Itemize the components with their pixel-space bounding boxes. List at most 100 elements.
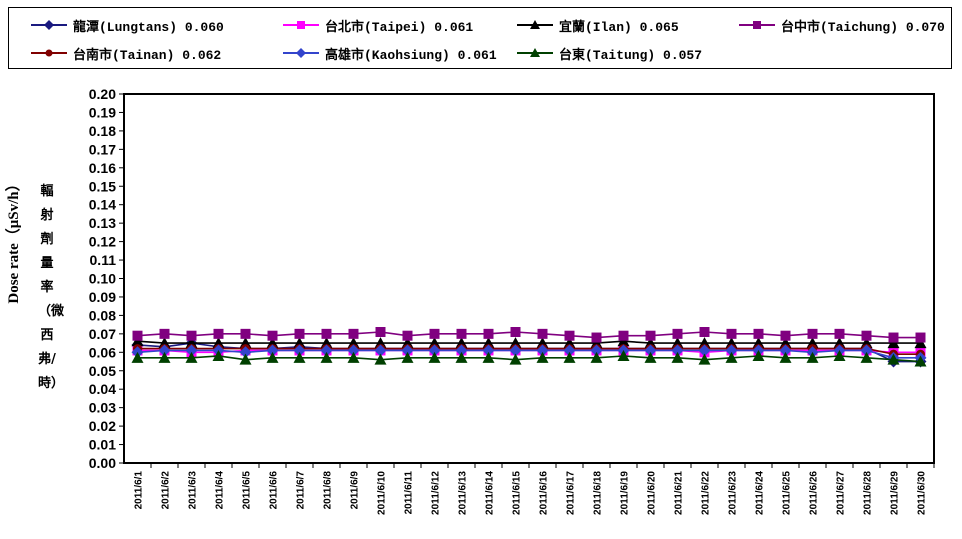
y-tick-label: 0.08 bbox=[89, 307, 116, 323]
legend-marker-kaohsiung bbox=[283, 48, 319, 58]
data-point bbox=[347, 351, 360, 363]
data-point bbox=[725, 351, 738, 363]
y-tick-label: 0.09 bbox=[89, 289, 116, 305]
legend-item-taipei: 台北市(Taipei) 0.061 bbox=[281, 15, 473, 35]
data-point bbox=[482, 344, 495, 357]
data-point bbox=[158, 351, 171, 363]
legend-label-taitung: 台東(Taitung) 0.057 bbox=[559, 47, 703, 63]
x-tick-label: 2011/6/19 bbox=[620, 471, 631, 515]
data-point bbox=[132, 330, 143, 341]
data-point bbox=[563, 344, 576, 357]
data-point bbox=[644, 351, 657, 363]
x-tick-label: 2011/6/23 bbox=[728, 471, 739, 515]
data-point bbox=[914, 355, 927, 367]
data-point bbox=[887, 353, 900, 365]
data-point bbox=[186, 330, 197, 341]
data-point bbox=[294, 328, 305, 339]
legend-point bbox=[45, 49, 53, 57]
series-2 bbox=[131, 335, 927, 349]
x-tick-label: 2011/6/17 bbox=[566, 471, 577, 515]
data-point bbox=[348, 328, 359, 339]
y-tick-label: 0.12 bbox=[89, 234, 116, 250]
data-point bbox=[671, 344, 684, 357]
data-point bbox=[537, 328, 548, 339]
data-point bbox=[510, 327, 521, 338]
data-point bbox=[645, 330, 656, 341]
y-tick-label: 0.15 bbox=[89, 178, 116, 194]
series-line bbox=[137, 349, 921, 359]
legend-item-taitung: 台東(Taitung) 0.057 bbox=[515, 43, 702, 63]
legend-marker-lungtans bbox=[31, 20, 67, 30]
legend-point bbox=[753, 21, 761, 29]
data-point bbox=[806, 351, 819, 363]
plot-area bbox=[123, 93, 935, 464]
series-line bbox=[137, 340, 921, 344]
x-tick-label: 2011/6/26 bbox=[809, 471, 820, 515]
data-point bbox=[375, 327, 386, 338]
y-tick-label: 0.05 bbox=[89, 363, 116, 379]
data-point bbox=[509, 344, 522, 357]
data-point bbox=[482, 351, 495, 363]
data-point bbox=[915, 332, 926, 343]
y-tick-label: 0.10 bbox=[89, 271, 116, 287]
legend-label-taichung: 台中市(Taichung) 0.070 bbox=[781, 19, 945, 35]
y-axis-label-chinese: 輻射劑量率（微西弗/時） bbox=[38, 184, 65, 391]
x-tick-label: 2011/6/18 bbox=[593, 471, 604, 515]
x-tick-label: 2011/6/16 bbox=[539, 471, 550, 515]
x-tick-label: 2011/6/14 bbox=[485, 471, 496, 515]
x-tick-label: 2011/6/21 bbox=[674, 471, 685, 515]
x-tick-label: 2011/6/28 bbox=[863, 471, 874, 515]
x-tick-label: 2011/6/22 bbox=[701, 471, 712, 515]
y-tick-label: 0.18 bbox=[89, 123, 116, 139]
x-tick-label: 2011/6/30 bbox=[917, 471, 928, 515]
y-tick-label: 0.11 bbox=[90, 252, 117, 268]
data-point bbox=[131, 335, 144, 347]
y-tick-label: 0.16 bbox=[89, 160, 116, 176]
data-point bbox=[644, 344, 657, 357]
data-point bbox=[483, 328, 494, 339]
x-tick-label: 2011/6/1 bbox=[134, 471, 145, 510]
y-tick-label: 0.17 bbox=[89, 141, 116, 157]
y-tick-label: 0.02 bbox=[89, 418, 116, 434]
x-tick-label: 2011/6/24 bbox=[755, 471, 766, 515]
x-tick-label: 2011/6/27 bbox=[836, 471, 847, 515]
legend-point bbox=[530, 20, 540, 29]
x-tick-label: 2011/6/13 bbox=[458, 471, 469, 515]
data-point bbox=[752, 349, 765, 361]
legend-item-tainan: 台南市(Tainan) 0.062 bbox=[29, 43, 221, 63]
legend-point bbox=[44, 20, 54, 30]
series-5 bbox=[131, 344, 927, 364]
y-tick-label: 0.03 bbox=[89, 400, 116, 416]
data-point bbox=[239, 353, 252, 365]
data-point bbox=[401, 351, 414, 363]
data-point bbox=[239, 346, 252, 359]
data-point bbox=[536, 351, 549, 363]
data-point bbox=[834, 328, 845, 339]
data-point bbox=[860, 351, 873, 363]
data-point bbox=[321, 328, 332, 339]
y-tick-label: 0.19 bbox=[89, 104, 116, 120]
data-point bbox=[860, 344, 873, 357]
legend-item-taichung: 台中市(Taichung) 0.070 bbox=[737, 15, 945, 35]
data-point bbox=[266, 351, 279, 363]
data-point bbox=[428, 351, 441, 363]
legend-label-taipei: 台北市(Taipei) 0.061 bbox=[325, 19, 474, 35]
x-tick-label: 2011/6/20 bbox=[647, 471, 658, 515]
data-point bbox=[267, 330, 278, 341]
data-point bbox=[590, 344, 603, 357]
data-point bbox=[428, 344, 441, 357]
x-tick-label: 2011/6/11 bbox=[404, 471, 415, 515]
data-point bbox=[591, 332, 602, 343]
data-point bbox=[861, 330, 872, 341]
series-3 bbox=[132, 327, 926, 343]
data-point bbox=[914, 337, 927, 349]
x-tick-label: 2011/6/29 bbox=[890, 471, 901, 515]
data-point bbox=[887, 337, 900, 349]
data-point bbox=[212, 349, 225, 361]
data-point bbox=[698, 344, 711, 357]
data-point bbox=[618, 330, 629, 341]
y-tick-label: 0.01 bbox=[89, 437, 116, 453]
data-point bbox=[374, 353, 387, 365]
data-point bbox=[590, 351, 603, 363]
